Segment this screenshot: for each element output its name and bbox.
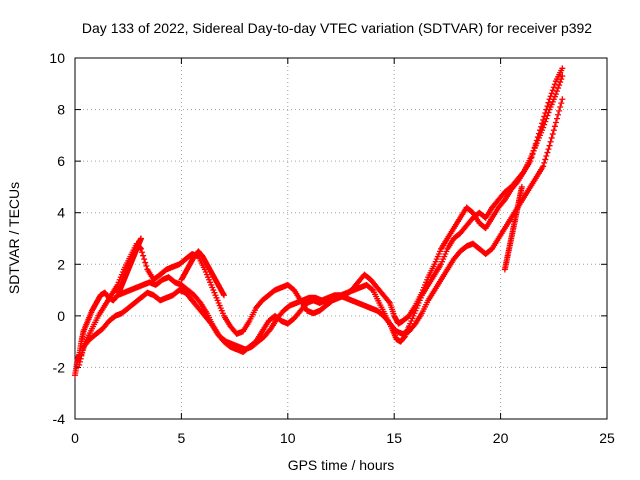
data-series	[178, 248, 227, 299]
data-point	[76, 96, 566, 368]
x-tick-label: 0	[71, 430, 79, 446]
data-series	[76, 96, 566, 368]
y-tick-label: 10	[49, 50, 65, 66]
data-series	[114, 235, 144, 296]
y-tick-label: -4	[53, 411, 66, 427]
data-series	[501, 183, 525, 273]
y-tick-label: 0	[57, 308, 65, 324]
y-tick-label: 4	[57, 205, 65, 221]
x-tick-label: 20	[493, 430, 509, 446]
x-tick-label: 25	[599, 430, 615, 446]
data-point	[114, 235, 144, 296]
data-point	[501, 183, 525, 273]
x-tick-label: 15	[386, 430, 402, 446]
grid	[75, 58, 607, 419]
data-points	[72, 65, 566, 379]
y-tick-label: 6	[57, 153, 65, 169]
x-axis-label: GPS time / hours	[288, 457, 395, 473]
y-tick-label: 8	[57, 102, 65, 118]
chart-title: Day 133 of 2022, Sidereal Day-to-day VTE…	[82, 20, 592, 36]
y-tick-label: 2	[57, 256, 65, 272]
data-series	[78, 73, 566, 358]
y-axis-label: SDTVAR / TECUs	[6, 182, 22, 294]
x-tick-label: 10	[280, 430, 296, 446]
plot-frame	[74, 57, 608, 420]
data-point	[178, 248, 227, 299]
x-tick-label: 5	[178, 430, 186, 446]
y-tick-label: -2	[53, 359, 66, 375]
data-point	[78, 73, 566, 358]
ticks	[74, 57, 608, 420]
tick-labels: 0 5 10 15 20 25 -4 -2 0 2 4 6 8 10	[49, 50, 615, 446]
